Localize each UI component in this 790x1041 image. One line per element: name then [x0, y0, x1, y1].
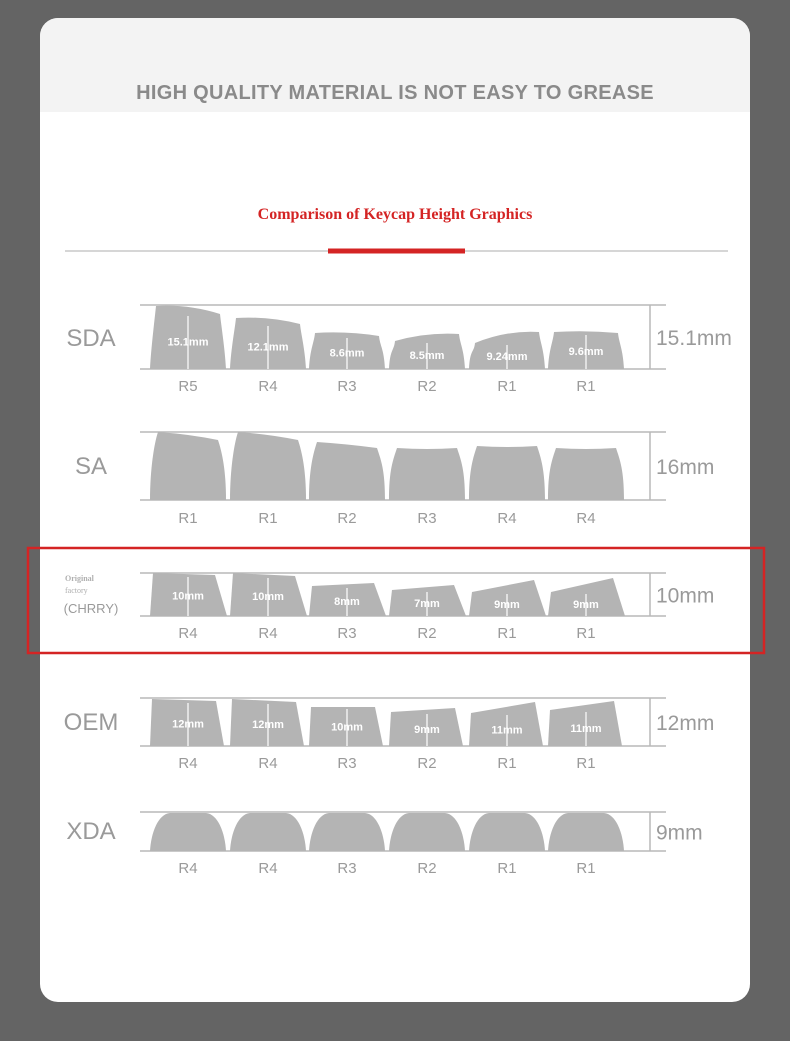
profile-height-label: 10mm [656, 585, 714, 608]
profile-name: OEM [64, 709, 119, 736]
keycap-row-label: R4 [258, 625, 277, 642]
keycap-height-label: 12.1mm [248, 342, 289, 354]
keycap-height-label: 12mm [252, 719, 284, 731]
highlight-box [26, 546, 766, 655]
keycap-row-label: R4 [178, 625, 197, 642]
keycap-row-label: R2 [417, 625, 436, 642]
keycap-shape [469, 702, 543, 746]
keycap-height-label: 15.1mm [168, 337, 209, 349]
keycap-shape [469, 813, 545, 851]
keycap-shape [150, 699, 224, 746]
diagram-subtitle: Comparison of Keycap Height Graphics [257, 206, 533, 223]
keycap-row-label: R3 [337, 378, 356, 395]
keycap-shape [230, 699, 304, 746]
keycap-shape [389, 813, 465, 851]
profile-name: XDA [66, 818, 115, 845]
keycap-shape [230, 813, 306, 851]
keycap-shape [309, 813, 385, 851]
keycap-row-label: R3 [337, 860, 356, 877]
keycap-height-label: 11mm [491, 725, 522, 737]
keycap-shape [309, 442, 385, 500]
keycap-row-label: R2 [417, 378, 436, 395]
keycap-height-label: 8.6mm [330, 348, 365, 360]
keycap-shape [230, 432, 306, 500]
keycap-row-label: R1 [258, 510, 277, 527]
profile-height-label: 12mm [656, 712, 714, 735]
keycap-row-label: R1 [576, 860, 595, 877]
profile-note: Original [65, 574, 95, 583]
keycap-height-label: 10mm [172, 591, 204, 603]
keycap-row-label: R1 [497, 755, 516, 772]
keycap-row-label: R3 [337, 625, 356, 642]
keycap-row-label: R1 [576, 378, 595, 395]
divider-accent [328, 248, 465, 254]
keycap-row-label: R4 [576, 510, 595, 527]
keycap-row-label: R1 [576, 755, 595, 772]
keycap-row-label: R2 [417, 755, 436, 772]
keycap-height-label: 7mm [414, 598, 440, 610]
profile-name: SDA [66, 325, 115, 352]
keycap-height-label: 8.5mm [410, 350, 445, 362]
keycap-row-label: R1 [576, 625, 595, 642]
keycap-row-label: R4 [258, 755, 277, 772]
keycap-height-label: 9mm [494, 599, 520, 611]
profile-note: factory [65, 586, 88, 595]
keycap-row-label: R1 [497, 860, 516, 877]
keycap-row-label: R1 [497, 378, 516, 395]
keycap-shape [548, 701, 622, 746]
keycap-row-label: R2 [417, 860, 436, 877]
keycap-height-label: 9.24mm [487, 351, 528, 363]
keycap-row-label: R4 [178, 755, 197, 772]
keycap-row-label: R3 [337, 755, 356, 772]
keycap-row-label: R2 [337, 510, 356, 527]
keycap-row-label: R1 [178, 510, 197, 527]
keycap-shape [150, 813, 226, 851]
keycap-shape [309, 707, 383, 746]
keycap-row-label: R4 [178, 860, 197, 877]
profile-name: (CHRRY) [64, 601, 119, 616]
keycap-height-label: 9.6mm [569, 346, 604, 358]
keycap-height-label: 9mm [573, 599, 599, 611]
keycap-shape [548, 813, 624, 851]
keycap-height-label: 10mm [252, 591, 284, 603]
keycap-height-label: 9mm [414, 724, 440, 736]
keycap-row-label: R4 [258, 378, 277, 395]
keycap-shape [548, 448, 624, 500]
profile-height-label: 9mm [656, 822, 703, 845]
keycap-row-label: R4 [258, 860, 277, 877]
profile-height-label: 15.1mm [656, 327, 732, 350]
profile-height-label: 16mm [656, 456, 714, 479]
profile-name: SA [75, 453, 107, 480]
keycap-row-label: R5 [178, 378, 197, 395]
keycap-shape [150, 432, 226, 500]
keycap-row-label: R1 [497, 625, 516, 642]
keycap-height-label: 8mm [334, 596, 360, 608]
keycap-height-label: 12mm [172, 719, 204, 731]
keycap-shape [389, 708, 463, 746]
header-band [40, 18, 750, 112]
keycap-row-label: R3 [417, 510, 436, 527]
keycap-height-label: 11mm [570, 723, 601, 735]
keycap-row-label: R4 [497, 510, 516, 527]
page-title: HIGH QUALITY MATERIAL IS NOT EASY TO GRE… [136, 82, 654, 104]
keycap-height-label: 10mm [331, 722, 363, 734]
keycap-shape [469, 446, 545, 500]
keycap-shape [389, 448, 465, 500]
